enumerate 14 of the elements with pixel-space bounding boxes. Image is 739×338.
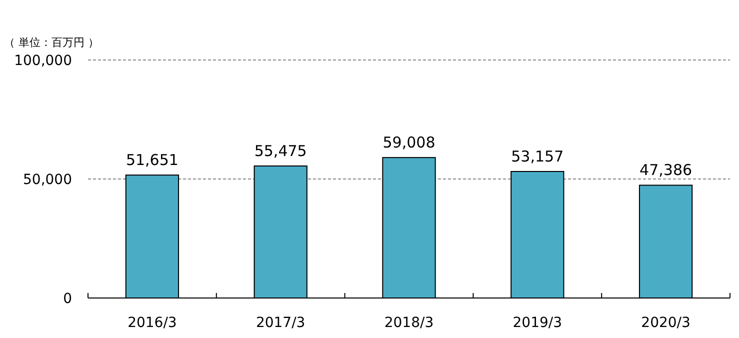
y-tick-label: 100,000 bbox=[14, 53, 72, 69]
x-tick-label: 2018/3 bbox=[384, 315, 434, 331]
y-tick-label: 50,000 bbox=[23, 172, 72, 188]
y-axis-title: （ 単位：百万円 ） bbox=[4, 36, 99, 49]
data-label: 51,651 bbox=[126, 151, 178, 170]
x-tick-label: 2020/3 bbox=[641, 315, 690, 331]
data-label: 59,008 bbox=[382, 134, 436, 152]
data-label: 55,475 bbox=[254, 142, 307, 160]
x-tick-label: 2016/3 bbox=[128, 315, 177, 331]
data-label: 53,157 bbox=[511, 147, 564, 166]
data-label: 47,386 bbox=[640, 161, 692, 180]
x-tick-label: 2019/3 bbox=[512, 315, 562, 331]
y-tick-label: 0 bbox=[63, 291, 72, 307]
x-tick-label: 2017/3 bbox=[256, 315, 306, 331]
